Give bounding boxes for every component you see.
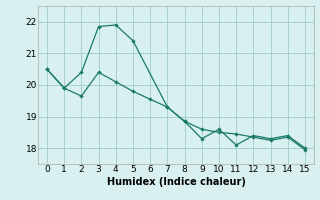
- X-axis label: Humidex (Indice chaleur): Humidex (Indice chaleur): [107, 177, 245, 187]
